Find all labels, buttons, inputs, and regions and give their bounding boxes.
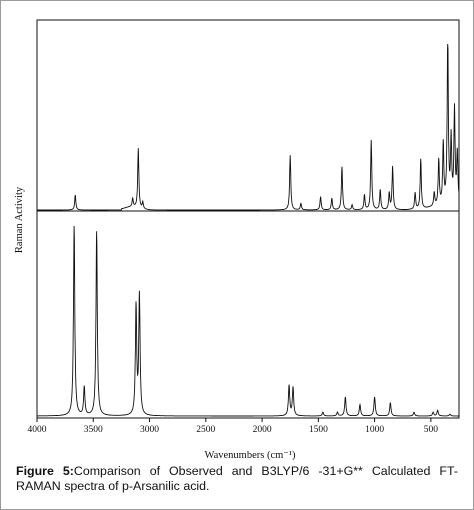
spectrum-line [37,225,459,417]
figure-caption: Figure 5:Comparison of Observed and B3LY… [16,464,458,494]
x-axis-label: Wavenumbers (cm⁻¹) [205,450,296,460]
x-tick-label: 3500 [84,425,103,435]
spectrum-bottom [37,225,459,417]
spectrum-line [37,43,460,211]
x-tick-label: 3000 [140,425,159,435]
x-tick-label: 1500 [309,425,328,435]
spectra-lines [37,43,460,417]
y-axis-label: Raman Activity [14,186,25,253]
plot-border [36,19,460,419]
x-tick-label: 4000 [28,425,47,435]
figure-label: Figure 5: [16,464,74,478]
spectrum-top [37,43,460,211]
x-tick-label: 2000 [253,425,272,435]
x-axis-ticks: 4000 3500 3000 2500 2000 1500 1000 500 [28,418,439,435]
chart-axes [36,19,460,419]
raman-chart: 4000 3500 3000 2500 2000 1500 1000 500 Wavenumb… [14,19,460,460]
x-tick-label: 2500 [196,425,215,435]
x-tick-label: 500 [424,425,439,435]
caption-text: Comparison of Observed and B3LYP/6 -31+G… [16,464,458,493]
x-tick-label: 1000 [365,425,384,435]
